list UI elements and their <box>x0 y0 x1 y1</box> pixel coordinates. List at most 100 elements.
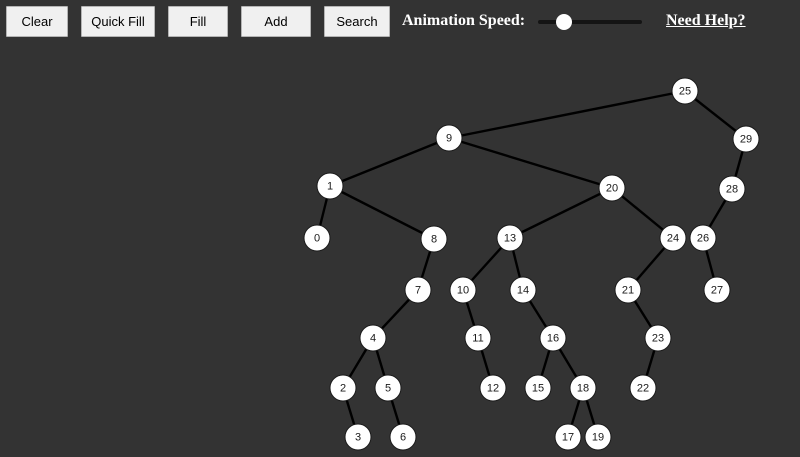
tree-node[interactable]: 5 <box>374 374 402 402</box>
toolbar: Clear Quick Fill Fill Add Search Animati… <box>0 0 800 45</box>
tree-node-circle[interactable] <box>329 374 357 402</box>
tree-node-circle[interactable] <box>689 224 717 252</box>
tree-node-label: 13 <box>504 233 516 245</box>
tree-node-label: 3 <box>355 432 361 444</box>
tree-node-circle[interactable] <box>659 224 687 252</box>
tree-node[interactable]: 22 <box>629 374 657 402</box>
tree-node[interactable]: 13 <box>496 224 524 252</box>
tree-node-label: 22 <box>637 383 649 395</box>
tree-node-label: 6 <box>400 432 406 444</box>
tree-node-label: 26 <box>697 233 709 245</box>
tree-node[interactable]: 29 <box>732 125 760 153</box>
tree-node-circle[interactable] <box>554 423 582 451</box>
tree-node[interactable]: 3 <box>344 423 372 451</box>
tree-node-circle[interactable] <box>524 374 552 402</box>
tree-node[interactable]: 12 <box>479 374 507 402</box>
tree-node-circle[interactable] <box>374 374 402 402</box>
tree-node-circle[interactable] <box>703 276 731 304</box>
tree-node[interactable]: 11 <box>464 324 492 352</box>
tree-node[interactable]: 25 <box>671 77 699 105</box>
tree-node-label: 0 <box>314 233 320 245</box>
tree-node[interactable]: 6 <box>389 423 417 451</box>
tree-node-label: 14 <box>517 285 529 297</box>
slider-track[interactable] <box>538 20 642 24</box>
tree-node-circle[interactable] <box>449 276 477 304</box>
tree-node-label: 24 <box>667 233 679 245</box>
tree-node[interactable]: 2 <box>329 374 357 402</box>
tree-node-circle[interactable] <box>496 224 524 252</box>
tree-node-circle[interactable] <box>389 423 417 451</box>
tree-node-circle[interactable] <box>509 276 537 304</box>
tree-node[interactable]: 14 <box>509 276 537 304</box>
tree-node-circle[interactable] <box>539 324 567 352</box>
tree-node[interactable]: 1 <box>316 172 344 200</box>
tree-node-label: 12 <box>487 383 499 395</box>
tree-edge <box>448 89 686 140</box>
fill-button[interactable]: Fill <box>168 6 228 37</box>
tree-node-circle[interactable] <box>303 224 331 252</box>
tree-node[interactable]: 23 <box>644 324 672 352</box>
tree-node-label: 19 <box>592 432 604 444</box>
tree-node[interactable]: 0 <box>303 224 331 252</box>
tree-node-label: 8 <box>431 234 437 246</box>
tree-node[interactable]: 20 <box>598 174 626 202</box>
tree-node[interactable]: 24 <box>659 224 687 252</box>
tree-node[interactable]: 15 <box>524 374 552 402</box>
tree-node-circle[interactable] <box>584 423 612 451</box>
tree-node-circle[interactable] <box>316 172 344 200</box>
quick-fill-button[interactable]: Quick Fill <box>81 6 155 37</box>
slider-thumb[interactable] <box>556 14 572 30</box>
tree-node-label: 29 <box>740 134 752 146</box>
tree-edge <box>329 184 435 241</box>
tree-node-label: 23 <box>652 333 664 345</box>
tree-node-label: 7 <box>415 285 421 297</box>
tree-node-label: 17 <box>562 432 574 444</box>
need-help-link[interactable]: Need Help? <box>666 12 746 29</box>
tree-node[interactable]: 10 <box>449 276 477 304</box>
tree-node-label: 1 <box>327 181 333 193</box>
tree-node[interactable]: 4 <box>359 324 387 352</box>
tree-node-circle[interactable] <box>344 423 372 451</box>
tree-node-circle[interactable] <box>404 276 432 304</box>
tree-node-circle[interactable] <box>732 125 760 153</box>
search-button[interactable]: Search <box>324 6 390 37</box>
tree-node[interactable]: 21 <box>614 276 642 304</box>
tree-node-label: 10 <box>457 285 469 297</box>
tree-node-label: 11 <box>472 333 483 345</box>
tree-edge <box>329 136 450 188</box>
tree-node-circle[interactable] <box>629 374 657 402</box>
tree-node-circle[interactable] <box>644 324 672 352</box>
tree-node[interactable]: 7 <box>404 276 432 304</box>
tree-node[interactable]: 17 <box>554 423 582 451</box>
clear-button[interactable]: Clear <box>6 6 68 37</box>
tree-node-circle[interactable] <box>359 324 387 352</box>
tree-node-label: 25 <box>679 86 691 98</box>
animation-speed-label: Animation Speed: <box>402 12 526 29</box>
tree-node[interactable]: 19 <box>584 423 612 451</box>
tree-node[interactable]: 28 <box>718 175 746 203</box>
tree-edge <box>448 136 613 190</box>
add-button[interactable]: Add <box>241 6 311 37</box>
tree-node-circle[interactable] <box>420 225 448 253</box>
tree-node[interactable]: 9 <box>435 124 463 152</box>
tree-node[interactable]: 18 <box>569 374 597 402</box>
tree-node-circle[interactable] <box>479 374 507 402</box>
tree-node-circle[interactable] <box>569 374 597 402</box>
tree-node-circle[interactable] <box>718 175 746 203</box>
tree-node-label: 2 <box>340 383 346 395</box>
tree-node[interactable]: 26 <box>689 224 717 252</box>
tree-node-label: 15 <box>532 383 544 395</box>
tree-node-circle[interactable] <box>598 174 626 202</box>
tree-node-circle[interactable] <box>435 124 463 152</box>
tree-node-circle[interactable] <box>671 77 699 105</box>
animation-speed-slider[interactable] <box>538 12 642 32</box>
tree-node-circle[interactable] <box>614 276 642 304</box>
tree-node[interactable]: 27 <box>703 276 731 304</box>
tree-node[interactable]: 16 <box>539 324 567 352</box>
tree-node-circle[interactable] <box>464 324 492 352</box>
tree-node[interactable]: 8 <box>420 225 448 253</box>
tree-canvas[interactable]: 25 29 9 28 1 20 0 8 13 24 26 7 10 14 21 27 4 11 16 23 2 5 12 15… <box>0 45 800 457</box>
